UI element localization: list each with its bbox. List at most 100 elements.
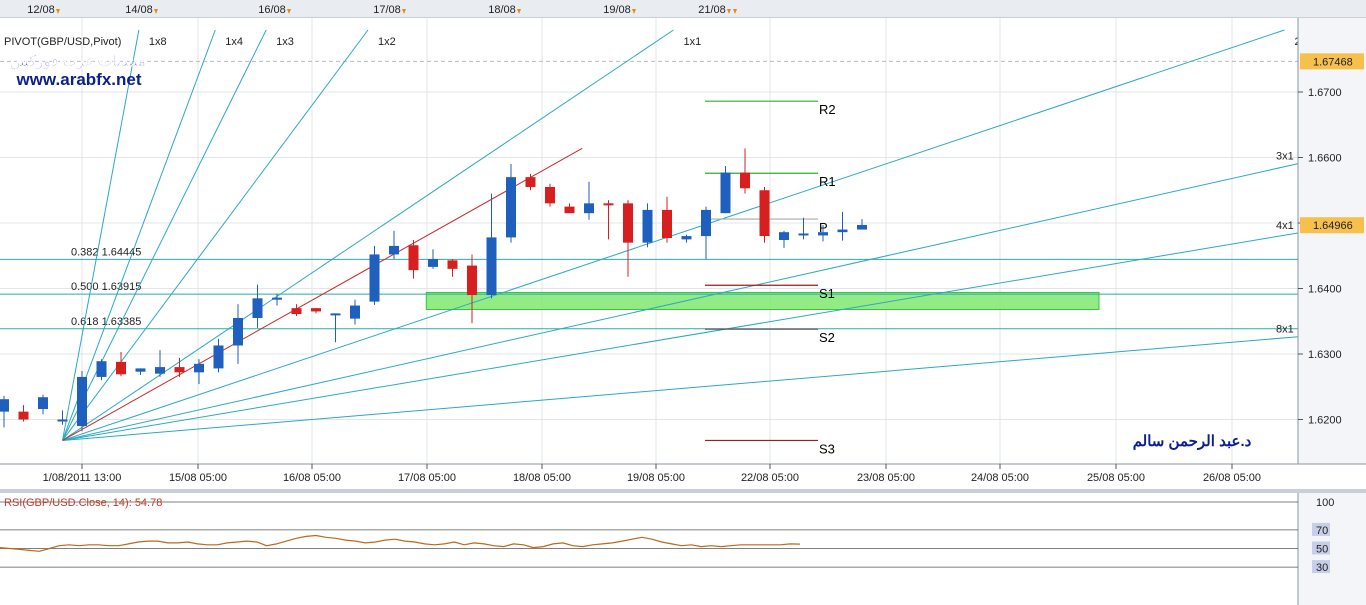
top-date-label: 17/08 <box>373 4 401 16</box>
support-zone-layer <box>425 291 1100 310</box>
time-tick-label: 26/08 05:00 <box>1203 472 1261 484</box>
time-tick-label: 25/08 05:00 <box>1087 472 1145 484</box>
candle-body <box>174 367 185 373</box>
candle-body <box>681 236 692 240</box>
rsi-level-label: 100 <box>1316 497 1334 509</box>
rsi-pane <box>0 493 1298 605</box>
price-tag-label: 1.67468 <box>1313 56 1353 68</box>
rsi-level-tag <box>1312 522 1330 536</box>
price-axis[interactable] <box>1298 18 1366 464</box>
gann-fan-line <box>62 336 1299 441</box>
pivot-level-label: S1 <box>819 286 835 301</box>
candle-body <box>389 245 399 255</box>
candle-body <box>252 298 263 318</box>
candle-body <box>720 172 731 214</box>
candle-body <box>0 399 9 412</box>
time-tick-label: 23/08 05:00 <box>857 472 915 484</box>
price-tag <box>1300 53 1364 70</box>
candle-body <box>545 186 555 204</box>
candle-body <box>564 206 575 214</box>
candle-body <box>837 229 848 233</box>
candle-body <box>740 172 750 189</box>
candle-body <box>701 209 711 237</box>
candle-body <box>57 419 68 422</box>
date-marker-icon <box>287 9 291 14</box>
gann-fan-line <box>62 232 1299 441</box>
top-date-label: 21/08 <box>698 4 726 16</box>
price-tick-label: 1.6300 <box>1308 349 1342 361</box>
candle-body <box>38 397 48 410</box>
date-marker-icon <box>517 9 521 14</box>
time-tick-label: 15/08 05:00 <box>169 472 227 484</box>
gann-fan-label: 1x8 <box>149 36 167 48</box>
candle-body <box>369 254 380 302</box>
candle-body <box>467 265 477 296</box>
price-tick-label: 1.6200 <box>1308 415 1342 427</box>
candle-body <box>623 203 633 243</box>
candle-body <box>311 308 321 312</box>
candle-body <box>506 177 516 238</box>
top-date-strip <box>0 0 1366 18</box>
gann-fan-line <box>62 29 267 441</box>
gann-fan-label: 1x3 <box>276 36 294 48</box>
candle-body <box>603 203 614 206</box>
top-date-label: 16/08 <box>258 4 286 16</box>
pivot-levels: R2R1PS1S2S3 <box>705 100 836 456</box>
time-tick-label: 19/08 05:00 <box>627 472 685 484</box>
brand-url[interactable]: www.arabfx.net <box>15 70 141 89</box>
candle-body <box>857 224 867 230</box>
candle-body <box>525 177 536 187</box>
date-marker-icon <box>733 9 737 14</box>
pivot-level-label: S3 <box>819 441 835 456</box>
candle-body <box>330 313 341 316</box>
price-tick-label: 1.6700 <box>1308 87 1342 99</box>
price-tick-label: 1.6400 <box>1308 284 1342 296</box>
gann-fan-line <box>62 29 369 441</box>
top-date-labels: 12/08 14/08 16/08 17/08 18/08 19/08 21/08 <box>27 4 737 16</box>
gann-fan-label: 1x4 <box>225 36 243 48</box>
rsi-level-label: 50 <box>1316 544 1328 556</box>
candle-body <box>584 203 594 214</box>
fib-level-label: 0.500 1.63915 <box>71 281 141 293</box>
time-axis[interactable]: 1/08/2011 13:00 15/08 05:00 16/08 05:00 17/… <box>43 464 1261 484</box>
pivot-level-label: R1 <box>819 174 836 189</box>
author-signature: د.عبد الرحمن سالم <box>1133 433 1252 450</box>
pane-separator[interactable] <box>0 489 1366 493</box>
indicator-title: PIVOT(GBP/USD,Pivot) <box>4 36 121 48</box>
gann-fan-line <box>62 163 1299 441</box>
gann-fan-line <box>62 29 216 441</box>
top-date-label: 19/08 <box>603 4 631 16</box>
rsi-line <box>0 534 801 552</box>
candle-body <box>194 363 204 373</box>
candle-body <box>233 317 243 346</box>
candle-body <box>486 237 497 296</box>
gann-fan-label: 8x1 <box>1276 324 1294 336</box>
rsi-axis <box>1298 493 1366 605</box>
date-marker-icon <box>154 9 158 14</box>
candlesticks <box>0 148 867 432</box>
candle-body <box>798 233 809 236</box>
candle-body <box>408 245 419 271</box>
fib-level-label: 0.382 1.64445 <box>71 246 141 258</box>
price-tag <box>1300 217 1364 234</box>
red-trendline <box>62 147 583 441</box>
candle-body <box>662 209 672 239</box>
time-tick-label: 18/08 05:00 <box>513 472 571 484</box>
gann-fan-label: 3x1 <box>1276 151 1294 163</box>
price-tags: 1.67468 1.64966 <box>1300 53 1364 234</box>
candle-body <box>213 345 224 369</box>
rsi-title: RSI(GBP/USD.Close, 14): 54.78 <box>4 497 162 509</box>
time-tick-label: 22/08 05:00 <box>741 472 799 484</box>
rsi-indicator: 100 70 50 30 <box>0 497 1334 574</box>
candle-body <box>272 297 282 300</box>
candle-body <box>428 259 438 267</box>
top-date-label: 18/08 <box>488 4 516 16</box>
time-tick-label: 17/08 05:00 <box>398 472 456 484</box>
candle-body <box>135 368 146 372</box>
gann-fan-line <box>62 29 140 441</box>
date-marker-icon <box>632 9 636 14</box>
brand-arabic: منتديات عرب فوركس <box>10 53 146 70</box>
candle-body <box>818 232 828 236</box>
